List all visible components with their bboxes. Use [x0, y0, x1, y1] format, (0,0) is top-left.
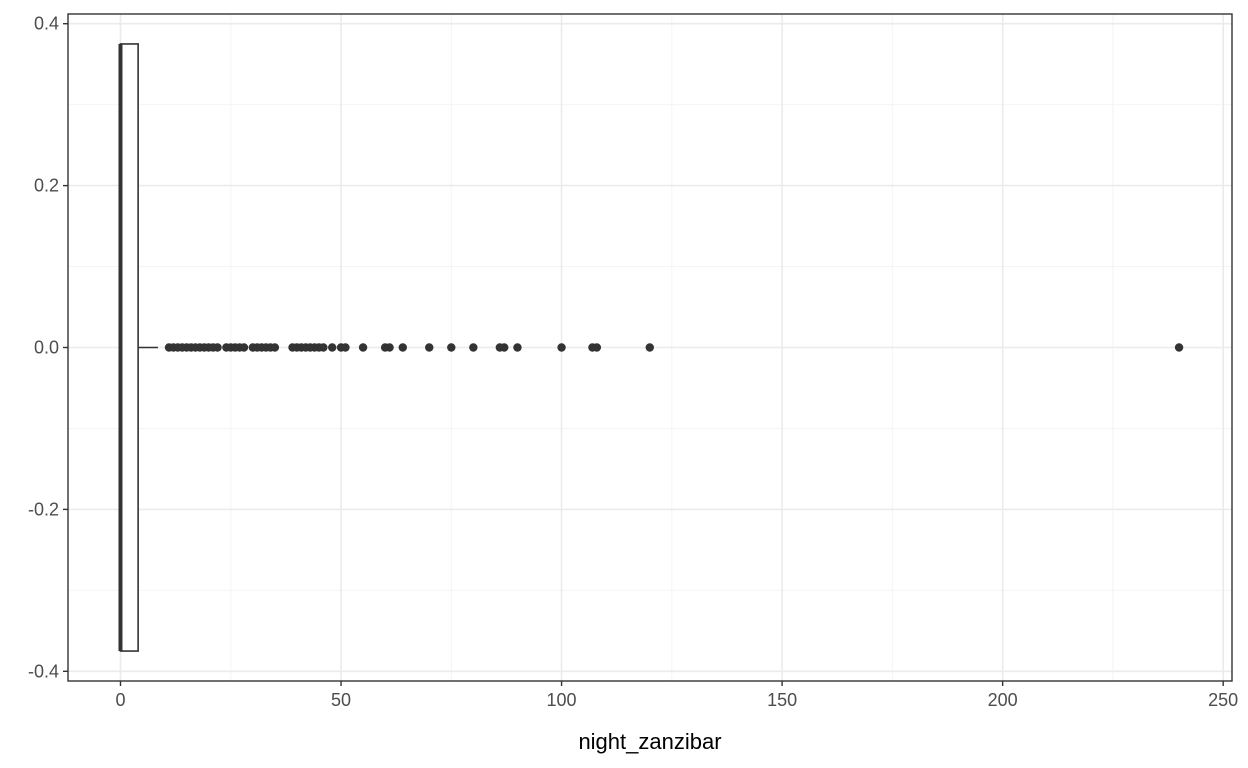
- outlier-point: [557, 343, 566, 352]
- y-tick-label: -0.2: [28, 499, 59, 519]
- outlier-point: [319, 343, 328, 352]
- x-tick-label: 200: [988, 690, 1018, 710]
- outlier-point: [1174, 343, 1184, 352]
- x-tick-label: 250: [1208, 690, 1238, 710]
- box-rect: [119, 43, 139, 652]
- x-tick-label: 150: [767, 690, 797, 710]
- outlier-point: [500, 343, 509, 352]
- outlier-point: [645, 343, 654, 352]
- boxplot: [118, 43, 158, 652]
- x-tick-label: 50: [331, 690, 351, 710]
- outlier-point: [385, 343, 394, 352]
- x-axis-title: night_zanzibar: [578, 729, 721, 754]
- x-tick-label: 100: [547, 690, 577, 710]
- y-axis: -0.4 -0.2 0.0 0.2 0.4: [28, 14, 68, 681]
- y-tick-label: 0.4: [34, 14, 59, 34]
- outlier-point: [270, 343, 280, 352]
- outlier-point: [592, 343, 602, 352]
- x-tick-label: 0: [115, 690, 125, 710]
- outlier-point: [358, 343, 368, 352]
- outlier-point: [341, 343, 350, 352]
- outlier-point: [469, 343, 478, 352]
- outlier-point: [398, 343, 407, 352]
- y-tick-label: 0.0: [34, 338, 59, 358]
- outlier-point: [447, 343, 456, 352]
- outlier-points: [164, 343, 1184, 352]
- outlier-point: [328, 343, 337, 352]
- outlier-point: [213, 343, 222, 352]
- outlier-point: [513, 343, 522, 352]
- x-axis: 0 50 100 150 200 250: [115, 681, 1238, 710]
- y-tick-label: -0.4: [28, 661, 59, 681]
- outlier-point: [239, 343, 249, 352]
- y-tick-label: 0.2: [34, 176, 59, 196]
- outlier-point: [425, 343, 434, 352]
